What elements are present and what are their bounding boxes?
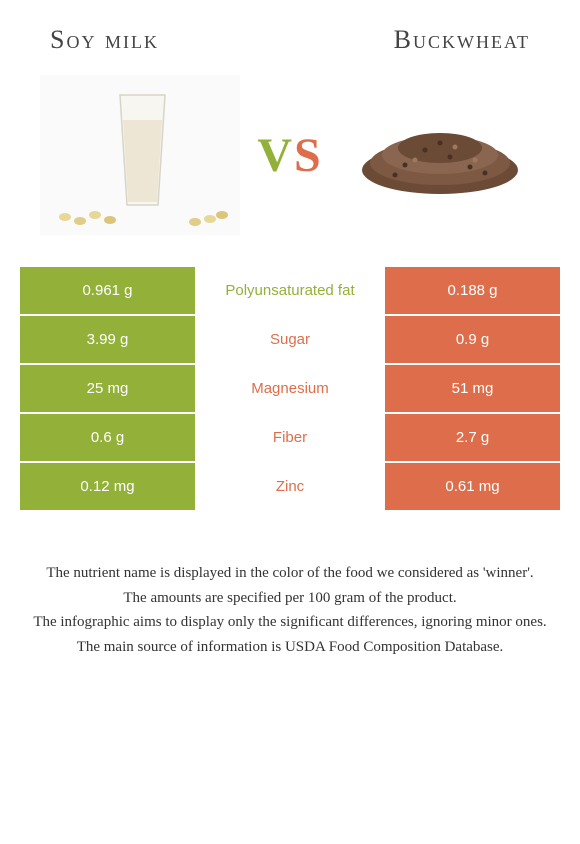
footer-notes: The nutrient name is displayed in the co… [0,512,580,680]
right-food-title: Buckwheat [394,25,530,55]
header: Soy milk Buckwheat [0,0,580,65]
right-value: 51 mg [385,365,560,412]
table-row: 3.99 g Sugar 0.9 g [20,316,560,363]
table-row: 0.961 g Polyunsaturated fat 0.188 g [20,267,560,314]
footer-line: The amounts are specified per 100 gram o… [20,587,560,610]
footer-line: The infographic aims to display only the… [20,611,560,634]
nutrient-label: Magnesium [197,365,383,412]
soy-milk-image [40,75,240,235]
buckwheat-image [340,75,540,235]
nutrient-label: Sugar [197,316,383,363]
footer-line: The nutrient name is displayed in the co… [20,562,560,585]
vs-v-letter: V [257,129,294,182]
nutrient-label: Polyunsaturated fat [197,267,383,314]
left-value: 0.12 mg [20,463,195,510]
vs-badge: VS [257,128,322,183]
left-value: 25 mg [20,365,195,412]
comparison-table: 0.961 g Polyunsaturated fat 0.188 g 3.99… [20,267,560,510]
nutrient-label: Fiber [197,414,383,461]
footer-line: The main source of information is USDA F… [20,636,560,659]
left-food-title: Soy milk [50,25,159,55]
left-value: 3.99 g [20,316,195,363]
nutrient-label: Zinc [197,463,383,510]
vs-s-letter: S [294,129,323,182]
right-value: 0.188 g [385,267,560,314]
images-row: VS [0,65,580,255]
left-value: 0.6 g [20,414,195,461]
table-row: 0.12 mg Zinc 0.61 mg [20,463,560,510]
table-row: 0.6 g Fiber 2.7 g [20,414,560,461]
right-value: 0.9 g [385,316,560,363]
right-value: 2.7 g [385,414,560,461]
left-value: 0.961 g [20,267,195,314]
right-value: 0.61 mg [385,463,560,510]
table-row: 25 mg Magnesium 51 mg [20,365,560,412]
